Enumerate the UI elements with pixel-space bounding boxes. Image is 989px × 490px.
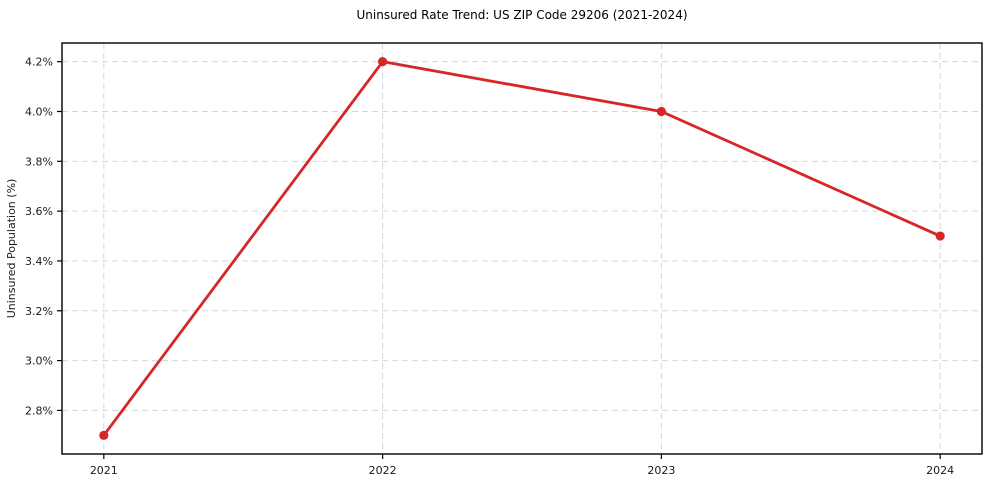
data-point-marker xyxy=(656,106,666,117)
trend-line xyxy=(102,60,942,437)
y-tick-label: 3.4% xyxy=(25,255,53,268)
y-tick-label: 4.2% xyxy=(25,56,53,69)
y-tick-label: 3.0% xyxy=(25,355,53,368)
data-point-marker xyxy=(378,57,388,67)
y-tick-label: 3.8% xyxy=(25,155,53,168)
x-tick-label: 2022 xyxy=(369,464,397,477)
x-tick-label: 2024 xyxy=(926,464,954,477)
y-tick-label: 3.2% xyxy=(25,305,53,318)
plot-border xyxy=(61,42,983,455)
chart-title: Uninsured Rate Trend: US ZIP Code 29206 … xyxy=(356,8,688,22)
x-tick-label: 2023 xyxy=(647,464,675,477)
y-tick-label: 4.0% xyxy=(25,106,53,119)
y-axis-label: Uninsured Population (%) xyxy=(5,179,18,319)
y-tick-label: 2.8% xyxy=(25,404,53,417)
x-tick-label: 2021 xyxy=(90,464,118,477)
data-point-marker xyxy=(99,430,109,440)
data-point-marker xyxy=(935,231,945,241)
y-tick-label: 3.6% xyxy=(25,205,53,218)
